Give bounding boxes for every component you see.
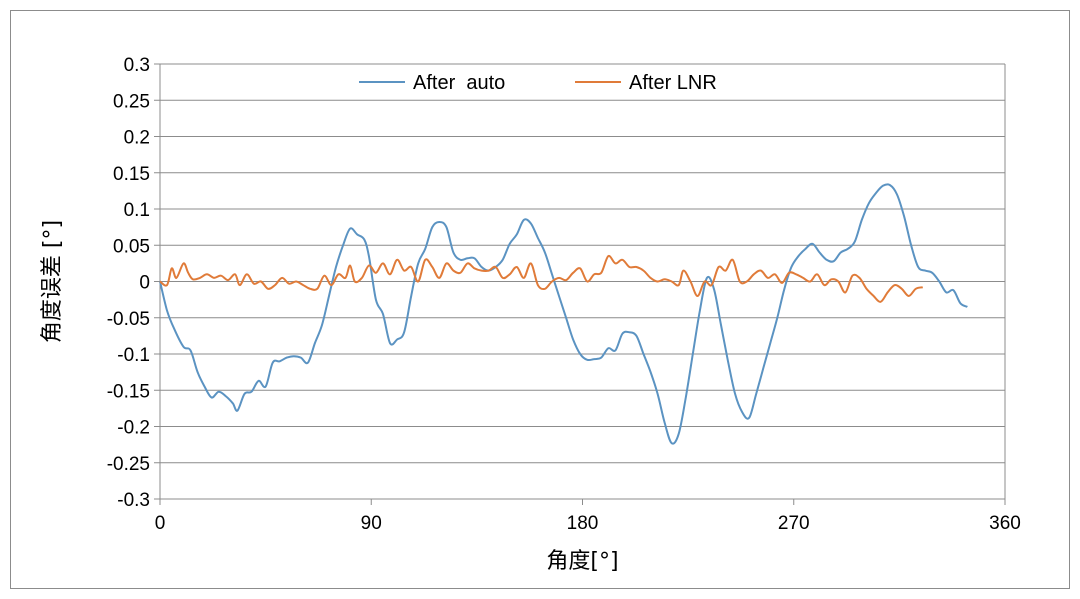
x-tick-label-1: 90	[361, 513, 382, 534]
y-tick-label-8: -0.1	[117, 345, 150, 366]
x-tick-label-4: 360	[989, 513, 1021, 534]
series-lines	[159, 183, 968, 445]
legend: After auto After LNR	[359, 72, 717, 94]
y-tick-label-12: -0.3	[117, 490, 150, 511]
y-tick-label-7: -0.05	[107, 309, 150, 330]
y-tick-labels: 0.3 0.25 0.2 0.15 0.1 0.05 0 -0.05 -0.1 -0.15 -0.2…	[107, 55, 150, 511]
x-axis-title: 角度[°]	[546, 549, 618, 574]
legend-label-0: After auto	[413, 72, 505, 94]
series-line-0	[159, 183, 968, 445]
chart-frame: 0.3 0.25 0.2 0.15 0.1 0.05 0 -0.05 -0.1 -0.15 -0.2…	[10, 10, 1070, 589]
legend-label-1: After LNR	[629, 72, 717, 94]
y-tick-label-0: 0.3	[124, 55, 150, 76]
y-tick-label-2: 0.2	[124, 128, 150, 149]
line-chart: 0.3 0.25 0.2 0.15 0.1 0.05 0 -0.05 -0.1 -0.15 -0.2…	[40, 55, 1021, 574]
y-tick-label-5: 0.05	[113, 236, 150, 257]
y-tick-label-9: -0.15	[107, 381, 150, 402]
axes	[154, 63, 1006, 505]
grid-lines	[160, 63, 1006, 499]
y-tick-label-10: -0.2	[117, 418, 150, 439]
y-tick-label-1: 0.25	[113, 91, 150, 112]
y-axis-title: 角度误差 [°]	[40, 220, 65, 343]
x-tick-label-3: 270	[778, 513, 810, 534]
y-tick-label-4: 0.1	[124, 200, 150, 221]
y-tick-label-6: 0	[139, 273, 150, 294]
x-tick-labels: 0 90 180 270 360	[155, 513, 1021, 534]
series-line-1	[159, 254, 923, 303]
y-tick-label-11: -0.25	[107, 454, 150, 475]
x-tick-label-2: 180	[567, 513, 599, 534]
x-tick-label-0: 0	[155, 513, 166, 534]
y-tick-label-3: 0.15	[113, 164, 150, 185]
